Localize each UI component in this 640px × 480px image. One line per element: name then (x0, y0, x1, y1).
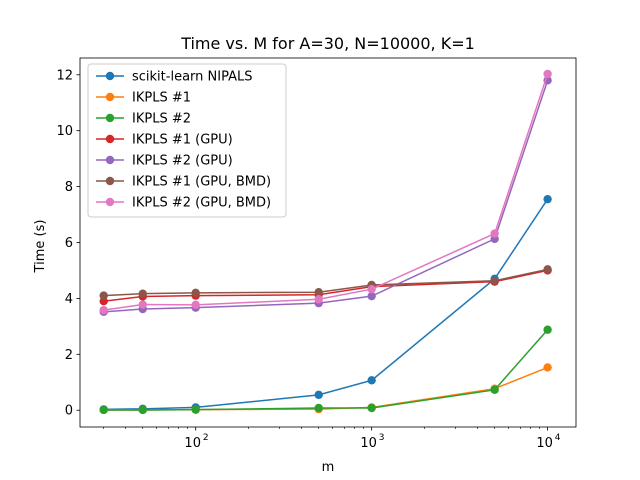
series-3 (99, 325, 552, 415)
data-point (138, 405, 147, 415)
data-point (367, 376, 376, 385)
legend-marker (105, 113, 115, 123)
chart-title: Time vs. M for A=30, N=10000, K=1 (180, 34, 475, 53)
data-point (138, 289, 147, 298)
data-point (367, 291, 376, 301)
y-tick-label: 2 (65, 348, 73, 363)
legend-label: IKPLS #2 (132, 112, 191, 127)
legend-marker (105, 71, 115, 81)
x-tick-label: 10 (536, 436, 553, 451)
y-tick-label: 10 (56, 124, 73, 139)
legend-label: IKPLS #1 (132, 91, 191, 106)
data-point (543, 325, 552, 334)
y-tick-label: 12 (56, 68, 73, 83)
y-tick-label: 0 (65, 404, 73, 419)
x-tick-label: 10 (184, 436, 201, 451)
data-point (191, 405, 200, 414)
data-point (367, 284, 376, 294)
legend-item: IKPLS #1 (96, 91, 191, 106)
y-tick-label: 4 (65, 292, 73, 307)
data-point (99, 305, 108, 315)
data-point (99, 405, 108, 415)
x-tick-exponent: 3 (379, 433, 385, 443)
legend-marker (105, 197, 115, 207)
data-point (490, 229, 499, 238)
x-axis-label: m (322, 460, 335, 475)
x-tick-exponent: 2 (203, 433, 209, 443)
data-point (490, 385, 499, 395)
legend-item: scikit-learn NIPALS (96, 70, 252, 85)
data-point (138, 300, 147, 309)
data-point (314, 295, 323, 304)
data-point (490, 276, 499, 285)
y-axis-label: Time (s) (33, 220, 48, 274)
legend-item: IKPLS #1 (GPU, BMD) (96, 175, 271, 190)
legend-item: IKPLS #2 (96, 112, 191, 127)
data-point (314, 403, 323, 413)
legend-label: IKPLS #1 (GPU) (132, 133, 233, 148)
legend-item: IKPLS #2 (GPU, BMD) (96, 196, 271, 211)
legend-marker (105, 92, 115, 102)
data-point (543, 265, 552, 274)
data-point (314, 288, 323, 297)
plot-layer (99, 69, 552, 415)
legend-box (87, 63, 287, 218)
legend-marker (105, 176, 115, 186)
legend-marker (105, 155, 115, 165)
legend-label: IKPLS #1 (GPU, BMD) (132, 175, 271, 190)
legend: scikit-learn NIPALS IKPLS #1 IKPLS #2 IKPLS… (87, 63, 287, 218)
legend-item: IKPLS #2 (GPU) (96, 154, 233, 169)
data-point (191, 300, 200, 310)
data-point (543, 69, 552, 79)
series-7 (99, 69, 552, 315)
legend-label: IKPLS #2 (GPU) (132, 154, 233, 169)
data-point (191, 288, 200, 298)
data-point (314, 390, 323, 400)
x-tick-exponent: 4 (555, 433, 561, 443)
x-tick-label: 10 (360, 436, 377, 451)
legend-label: scikit-learn NIPALS (132, 70, 252, 85)
legend-item: IKPLS #1 (GPU) (96, 133, 233, 148)
data-point (99, 291, 108, 300)
series-6 (99, 265, 552, 300)
data-point (543, 194, 552, 204)
data-point (543, 363, 552, 372)
legend-marker (105, 134, 115, 144)
y-tick-label: 8 (65, 180, 73, 195)
y-tick-label: 6 (65, 236, 73, 251)
legend-label: IKPLS #2 (GPU, BMD) (132, 196, 271, 211)
data-point (367, 403, 376, 413)
